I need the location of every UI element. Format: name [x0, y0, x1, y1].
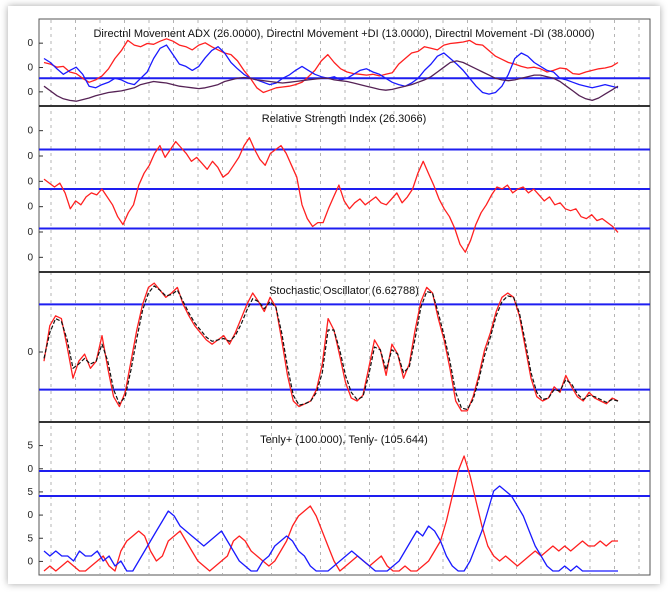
y-tick-label: 0	[27, 202, 33, 213]
y-tick-label: 5	[27, 487, 33, 498]
y-tick-label: 0	[27, 464, 33, 475]
panel-2: 0 0 0 0 0 0 Relative Strength Index (26.3066)	[27, 105, 650, 263]
y-tick-label: 0	[27, 151, 33, 162]
indicator-charts: 0 0 0 Directnl Movement ADX (26.0000), Dire…	[27, 18, 651, 576]
y-tick-label: 0	[27, 176, 33, 187]
y-tick-label: 0	[27, 87, 33, 98]
series-line-1	[43, 455, 618, 572]
chart-title: Tenly+ (100.000), Tenly- (105.644)	[260, 434, 428, 446]
series-line-2	[43, 285, 619, 411]
series-line-1	[43, 38, 619, 94]
chart-title: Directnl Movement ADX (26.0000), Directn…	[93, 28, 594, 40]
series-line-2	[43, 44, 619, 95]
chart-title: Stochastic Oscillator (6.62788)	[269, 285, 419, 297]
y-tick-label: 0	[27, 227, 33, 238]
panel-1: 0 0 0 Directnl Movement ADX (26.0000), Dire…	[27, 28, 650, 102]
y-tick-label: 5	[27, 533, 33, 544]
chart-title: Relative Strength Index (26.3066)	[262, 113, 427, 125]
y-tick-label: 0	[27, 510, 33, 521]
y-tick-label: 5	[27, 441, 33, 452]
series-line-2	[43, 485, 618, 572]
chart-frame: 0 0 0 Directnl Movement ADX (26.0000), Dire…	[8, 6, 660, 584]
y-tick-label: 0	[27, 63, 33, 74]
series-line-3	[43, 60, 619, 102]
y-tick-label: 0	[27, 252, 33, 263]
series-line-1	[43, 137, 619, 253]
panel-3: 0 Stochastic Oscillator (6.62788)	[27, 271, 650, 412]
panel-4: 5 0 5 0 5 0 Tenly+ (100.000), Tenly- (105.644)	[27, 421, 650, 572]
series-line-1	[43, 282, 619, 412]
y-tick-label: 0	[27, 38, 33, 49]
y-tick-label: 0	[27, 556, 33, 567]
y-tick-label: 0	[27, 126, 33, 137]
y-tick-label: 0	[27, 347, 33, 358]
